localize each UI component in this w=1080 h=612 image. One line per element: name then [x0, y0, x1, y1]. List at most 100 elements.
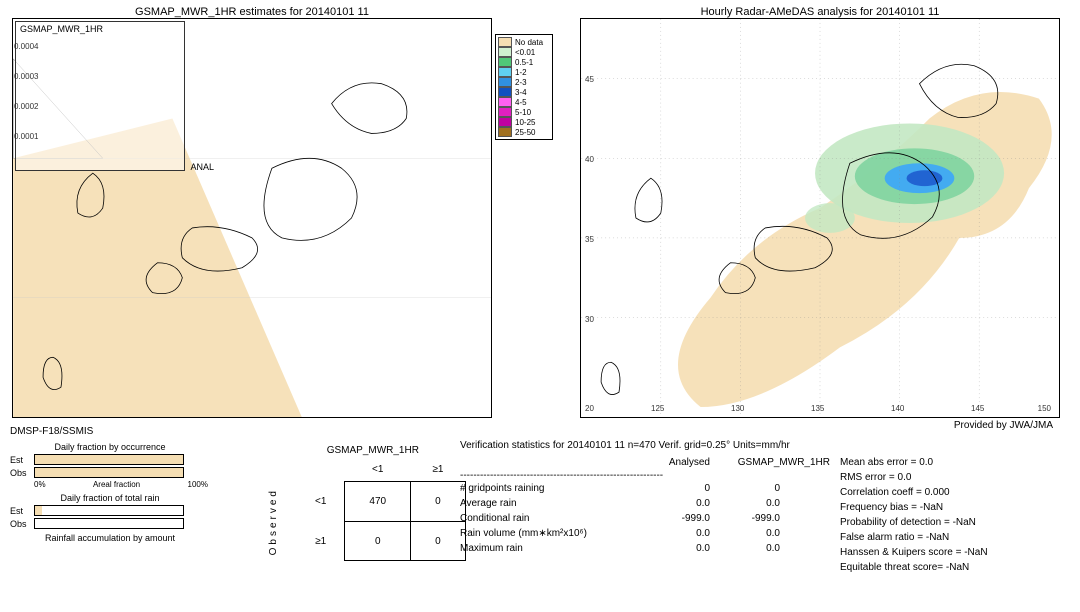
right-map-svg: [581, 19, 1059, 417]
verif-metric-row: Rain volume (mm∗km²x10⁶)0.00.0: [460, 526, 840, 541]
legend-row: 0.5-1: [498, 57, 550, 67]
col-analysed: Analysed: [640, 457, 710, 468]
total-title: Daily fraction of total rain: [10, 493, 210, 503]
row-ge1: ≥1: [297, 521, 345, 561]
verif-header: Verification statistics for 20140101 11 …: [460, 440, 1070, 451]
col-lt1: <1: [345, 458, 411, 482]
observed-label: Observed: [250, 482, 297, 561]
cell-c: 0: [345, 521, 411, 561]
legend-swatch: [498, 37, 512, 47]
map-credit: Provided by JWA/JMA: [954, 420, 1053, 431]
legend-swatch: [498, 97, 512, 107]
row-lt1: <1: [297, 482, 345, 522]
accum-title: Rainfall accumulation by amount: [10, 533, 210, 543]
obs-label2: Obs: [10, 519, 34, 529]
fraction-panel: Daily fraction by occurrence Est Obs 0% …: [10, 438, 210, 545]
lat-tick: 35: [585, 235, 594, 244]
verif-stat: False alarm ratio = -NaN: [840, 530, 1070, 545]
right-map-panel: 45 40 35 30 20 125 130 135 140 145 150 P…: [580, 18, 1060, 418]
contingency-title: GSMAP_MWR_1HR: [280, 445, 466, 456]
est-label2: Est: [10, 506, 34, 516]
inset-scatter: GSMAP_MWR_1HR ANAL 0.0004 0.0003 0.0002 …: [15, 21, 185, 171]
est-occ-bar: [34, 454, 184, 465]
legend-label: 0.5-1: [512, 58, 533, 67]
obs-label: Obs: [10, 468, 34, 478]
est-total-bar: [34, 505, 184, 516]
legend-label: 2-3: [512, 78, 527, 87]
legend-row: <0.01: [498, 47, 550, 57]
dash-line: ----------------------------------------…: [460, 470, 840, 481]
verif-stat: Hanssen & Kuipers score = -NaN: [840, 545, 1070, 560]
legend-row: 3-4: [498, 87, 550, 97]
cell-b: 0: [411, 482, 466, 522]
legend-row: 4-5: [498, 97, 550, 107]
legend-label: 4-5: [512, 98, 527, 107]
verif-stat: RMS error = 0.0: [840, 470, 1070, 485]
legend-swatch: [498, 77, 512, 87]
verif-stat: Probability of detection = -NaN: [840, 515, 1070, 530]
cell-d: 0: [411, 521, 466, 561]
lat-tick: 30: [585, 315, 594, 324]
verif-stat: Correlation coeff = 0.000: [840, 485, 1070, 500]
verif-stat: Mean abs error = 0.0: [840, 455, 1070, 470]
inset-ytick: 0.0001: [14, 132, 38, 141]
lon-tick: 125: [651, 404, 664, 413]
lat-tick: 20: [585, 404, 594, 413]
legend-swatch: [498, 87, 512, 97]
est-label: Est: [10, 455, 34, 465]
contingency-table: GSMAP_MWR_1HR <1≥1 Observed <1 470 0 ≥1 …: [250, 445, 466, 561]
inset-label-anal: ANAL: [190, 162, 214, 172]
inset-ytick: 0.0004: [14, 42, 38, 51]
legend-row: 2-3: [498, 77, 550, 87]
lat-tick: 40: [585, 155, 594, 164]
inset-ytick: 0.0002: [14, 102, 38, 111]
obs-occ-bar: [34, 467, 184, 478]
lon-tick: 140: [891, 404, 904, 413]
legend-swatch: [498, 117, 512, 127]
verification-panel: Verification statistics for 20140101 11 …: [460, 440, 1070, 575]
legend-label: <0.01: [512, 48, 535, 57]
legend-label: 1-2: [512, 68, 527, 77]
legend-label: No data: [512, 38, 543, 47]
lon-tick: 135: [811, 404, 824, 413]
satellite-label: DMSP-F18/SSMIS: [10, 426, 93, 437]
verif-metric-row: Conditional rain-999.0-999.0: [460, 511, 840, 526]
legend-swatch: [498, 57, 512, 67]
obs-total-bar: [34, 518, 184, 529]
inset-label: GSMAP_MWR_1HR: [20, 24, 103, 34]
lon-tick: 150: [1038, 404, 1051, 413]
precip-legend: No data<0.010.5-11-22-33-44-55-1010-2525…: [495, 34, 553, 140]
legend-label: 3-4: [512, 88, 527, 97]
verif-metric-row: Average rain0.00.0: [460, 496, 840, 511]
cell-a: 470: [345, 482, 411, 522]
lat-tick: 45: [585, 75, 594, 84]
right-map-title: Hourly Radar-AMeDAS analysis for 2014010…: [580, 6, 1060, 18]
legend-swatch: [498, 67, 512, 77]
legend-swatch: [498, 47, 512, 57]
verif-stat: Frequency bias = -NaN: [840, 500, 1070, 515]
legend-row: 10-25: [498, 117, 550, 127]
legend-swatch: [498, 107, 512, 117]
legend-row: No data: [498, 37, 550, 47]
legend-row: 5-10: [498, 107, 550, 117]
pct0: 0%: [34, 480, 46, 489]
legend-swatch: [498, 127, 512, 137]
occurrence-title: Daily fraction by occurrence: [10, 442, 210, 452]
verif-metric-row: Maximum rain0.00.0: [460, 541, 840, 556]
legend-label: 10-25: [512, 118, 535, 127]
legend-label: 25-50: [512, 128, 535, 137]
col-ge1: ≥1: [411, 458, 466, 482]
legend-label: 5-10: [512, 108, 531, 117]
legend-row: 25-50: [498, 127, 550, 137]
legend-row: 1-2: [498, 67, 550, 77]
inset-ytick: 0.0003: [14, 72, 38, 81]
col-model: GSMAP_MWR_1HR: [710, 457, 830, 468]
pct100: 100%: [188, 480, 208, 489]
lon-tick: 130: [731, 404, 744, 413]
lon-tick: 145: [971, 404, 984, 413]
left-map-panel: GSMAP_MWR_1HR ANAL 0.0004 0.0003 0.0002 …: [12, 18, 492, 418]
verif-metric-row: # gridpoints raining00: [460, 481, 840, 496]
verif-stat: Equitable threat score= -NaN: [840, 560, 1070, 575]
areal-label: Areal fraction: [93, 480, 140, 489]
left-map-title: GSMAP_MWR_1HR estimates for 20140101 11: [12, 6, 492, 18]
